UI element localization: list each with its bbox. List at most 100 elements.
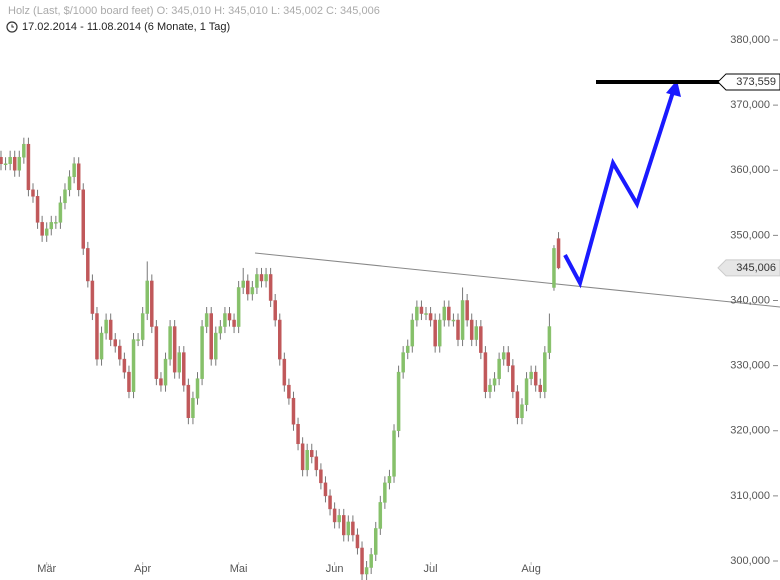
- candle-body: [392, 430, 396, 477]
- candle-body: [200, 326, 204, 379]
- candle-body: [40, 222, 44, 236]
- price-label-box: [717, 259, 780, 277]
- candle-body: [127, 371, 131, 392]
- candle-body: [364, 567, 369, 575]
- candle-body: [278, 319, 282, 360]
- candle-body: [433, 319, 437, 347]
- candle-body: [465, 300, 469, 321]
- candle-body: [154, 326, 159, 379]
- candle-body: [168, 326, 172, 360]
- candle-body: [177, 352, 181, 373]
- candle-body: [72, 163, 76, 178]
- price-label: 373,559: [736, 76, 776, 88]
- y-tick-label: 330,000: [730, 360, 770, 372]
- x-tick-label: Jul: [424, 563, 438, 575]
- candle-body: [314, 456, 319, 471]
- candle-body: [511, 365, 515, 392]
- candle-body: [22, 143, 26, 158]
- candle-body: [533, 371, 538, 386]
- forecast-arrow: [563, 91, 675, 289]
- x-tick-label: Mai: [230, 563, 248, 575]
- candle-body: [76, 163, 81, 191]
- candle-body: [410, 319, 415, 347]
- price-label: 345,006: [736, 262, 776, 274]
- candle-body: [442, 306, 447, 321]
- x-tick-label: Apr: [134, 563, 151, 575]
- candle-body: [8, 156, 12, 164]
- candle-body: [401, 352, 405, 373]
- y-tick-label: 340,000: [730, 294, 770, 306]
- candle-body: [538, 384, 543, 392]
- candle-body: [223, 313, 227, 327]
- candle-body: [282, 358, 287, 386]
- candle-body: [140, 313, 145, 340]
- candle-body: [305, 450, 309, 471]
- candle-body: [44, 228, 49, 236]
- candle-body: [323, 482, 328, 497]
- candle-body: [424, 313, 428, 315]
- candle-body: [159, 378, 163, 386]
- y-tick-label: 310,000: [730, 490, 770, 502]
- candle-body: [118, 345, 122, 360]
- candle-body: [319, 469, 323, 484]
- candle-body: [437, 319, 442, 347]
- candle-body: [264, 274, 268, 282]
- candle-body: [172, 326, 177, 373]
- candle-body: [273, 300, 277, 321]
- candle-body: [451, 319, 456, 322]
- candle-body: [332, 508, 337, 523]
- candle-body: [250, 287, 255, 295]
- candle-body: [204, 313, 209, 327]
- trend-line: [254, 252, 780, 308]
- candle-body: [63, 189, 67, 204]
- candle-body: [415, 306, 419, 321]
- candle-body: [186, 384, 191, 418]
- candle-body: [35, 196, 40, 223]
- candle-body: [488, 384, 492, 392]
- candle-body: [122, 358, 127, 373]
- candle-body: [360, 547, 364, 575]
- candle-body: [259, 274, 264, 282]
- candle-body: [49, 222, 54, 230]
- candle-body: [497, 358, 501, 379]
- candle-body: [556, 238, 561, 269]
- candle-body: [378, 502, 383, 529]
- candle-body: [90, 280, 95, 314]
- candle-body: [131, 339, 136, 392]
- clock-hands: [11, 24, 14, 28]
- candle-body: [246, 280, 250, 295]
- y-tick-label: 350,000: [730, 229, 770, 241]
- candle-body: [419, 306, 424, 314]
- candle-body: [355, 534, 360, 549]
- candle-body: [524, 378, 529, 405]
- candle-body: [369, 554, 373, 568]
- period: 17.02.2014 - 11.08.2014 (6 Monate, 1 Tag…: [22, 21, 230, 33]
- candle-body: [460, 300, 465, 340]
- y-tick-label: 360,000: [730, 164, 770, 176]
- candle-body: [351, 521, 355, 536]
- candle-body: [543, 352, 547, 392]
- candle-body: [95, 313, 99, 360]
- candle-body: [506, 352, 511, 366]
- candle-body: [163, 358, 168, 386]
- candle-body: [547, 326, 552, 353]
- candle-body: [310, 450, 314, 458]
- y-tick-label: 370,000: [730, 99, 770, 111]
- candle-body: [104, 319, 108, 334]
- candle-body: [501, 352, 506, 360]
- candle-body: [58, 202, 63, 223]
- candle-body: [195, 378, 200, 399]
- candle-body: [145, 280, 149, 314]
- candle-body: [474, 326, 479, 340]
- header: Holz (Last, $/1000 board feet) O: 345,01…: [8, 5, 380, 17]
- candle-body: [479, 326, 483, 353]
- candle-body: [296, 423, 300, 445]
- candle-body: [529, 371, 533, 379]
- y-tick-label: 320,000: [730, 425, 770, 437]
- candle-body: [428, 313, 433, 321]
- candle-body: [31, 189, 35, 197]
- candle-body: [255, 274, 259, 288]
- candle-body: [12, 156, 17, 171]
